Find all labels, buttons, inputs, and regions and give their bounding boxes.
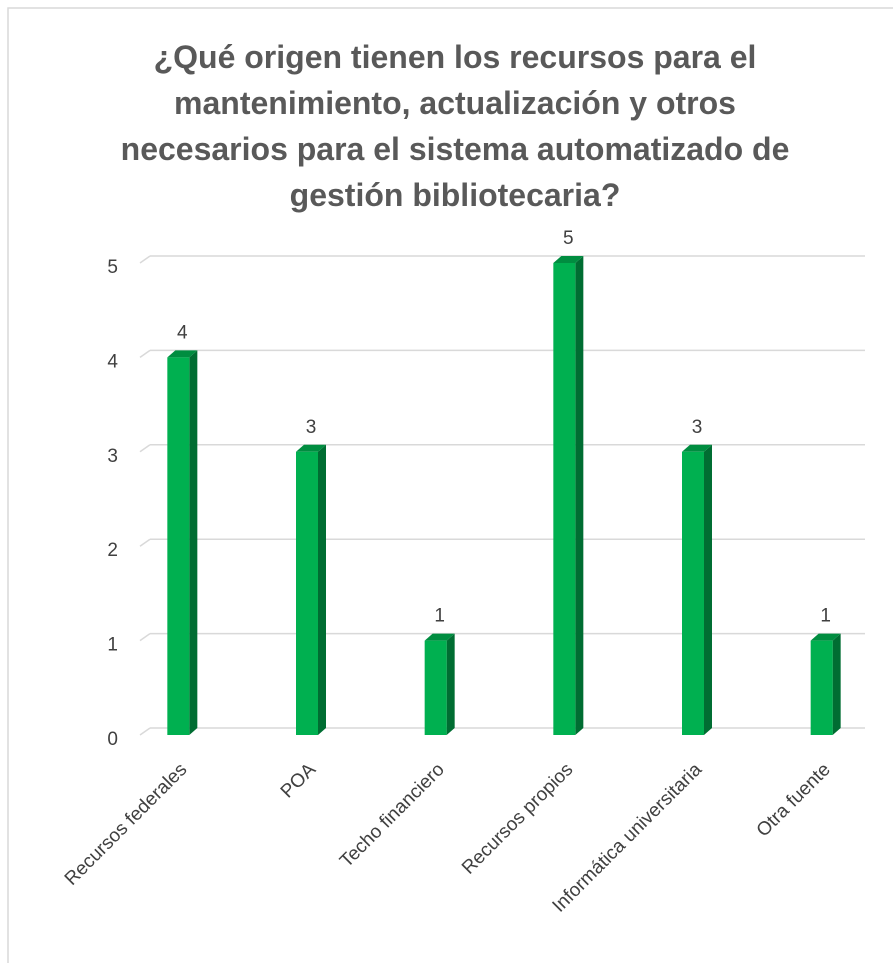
grid-line (139, 538, 151, 547)
y-tick-label: 4 (107, 351, 118, 372)
grid-line (139, 444, 151, 453)
bar-side (704, 444, 712, 735)
data-label: 3 (306, 417, 317, 438)
y-tick-label: 5 (107, 257, 118, 278)
bar (424, 633, 455, 735)
bar-front (553, 263, 576, 735)
data-label: 1 (434, 606, 445, 627)
bar-side (575, 256, 584, 735)
data-label: 3 (692, 417, 703, 438)
bar-top (296, 444, 326, 452)
bar (296, 444, 326, 735)
bar-front (296, 451, 318, 735)
data-label: 4 (177, 322, 188, 343)
grid-line (139, 632, 151, 642)
y-tick-label: 1 (107, 635, 118, 656)
y-tick-label: 3 (107, 446, 118, 467)
data-label: 1 (820, 606, 831, 627)
bar-side (318, 444, 326, 735)
bar-side (832, 633, 841, 735)
grid-line (139, 255, 151, 264)
bar-front (810, 640, 833, 735)
bar-top (810, 633, 841, 641)
chart-border (7, 7, 893, 963)
y-tick-label: 2 (107, 540, 118, 561)
grid-line (139, 727, 151, 736)
y-tick-label: 0 (107, 729, 118, 750)
bar-side (189, 350, 198, 735)
bar-front (167, 357, 190, 735)
grid-line (139, 349, 151, 359)
data-label: 5 (563, 228, 574, 249)
bar-side (446, 633, 455, 735)
bar-front (424, 640, 447, 735)
bar (167, 350, 198, 735)
bar-top (167, 350, 198, 358)
chart-title: ¿Qué origen tienen los recursos para el … (120, 39, 790, 213)
bar-front (682, 451, 704, 735)
bar (553, 256, 584, 735)
bar-top (682, 444, 712, 452)
bar (682, 444, 712, 735)
bar-top (553, 256, 584, 263)
bar-top (424, 633, 455, 641)
bar (810, 633, 841, 735)
